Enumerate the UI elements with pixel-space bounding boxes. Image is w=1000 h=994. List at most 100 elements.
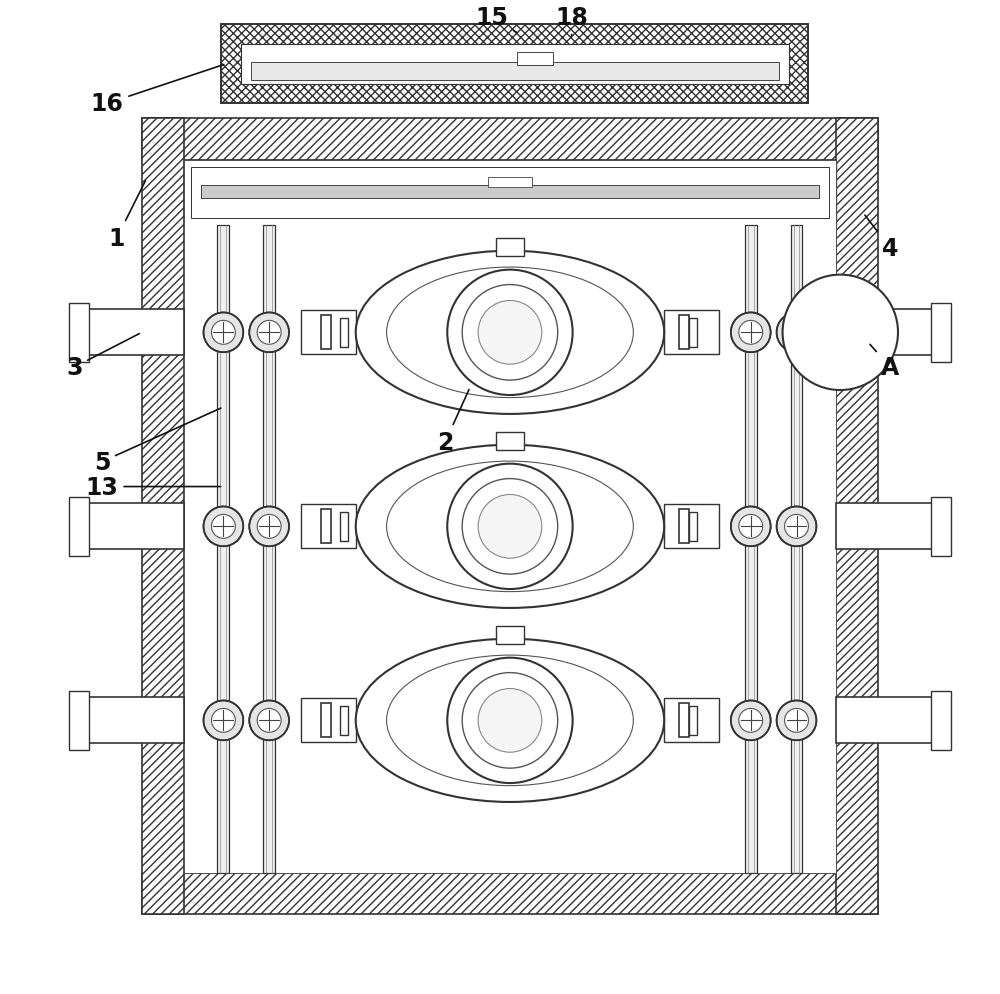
Bar [931, 303, 951, 363]
Bar [689, 319, 697, 347]
Bar [69, 691, 89, 750]
Text: A: A [870, 345, 899, 380]
Bar [488, 178, 532, 188]
Ellipse shape [356, 639, 664, 802]
Bar [836, 504, 933, 550]
Circle shape [783, 275, 898, 391]
Bar [679, 510, 689, 544]
Circle shape [731, 507, 771, 547]
Bar [184, 161, 836, 873]
Bar [340, 707, 348, 735]
Circle shape [211, 515, 235, 539]
Bar [87, 698, 184, 744]
Circle shape [785, 709, 808, 733]
Bar [263, 226, 275, 873]
Circle shape [249, 701, 289, 741]
Bar [142, 873, 878, 914]
Text: 1: 1 [109, 181, 146, 250]
Bar [142, 119, 878, 161]
Circle shape [447, 464, 573, 589]
Bar [301, 505, 356, 549]
Bar [689, 513, 697, 541]
Bar [301, 311, 356, 355]
Circle shape [777, 507, 816, 547]
Circle shape [777, 313, 816, 353]
Circle shape [462, 285, 558, 381]
Text: 4: 4 [865, 216, 898, 260]
Circle shape [731, 313, 771, 353]
Ellipse shape [387, 655, 633, 786]
Text: 2: 2 [437, 391, 469, 454]
Text: 3: 3 [66, 334, 139, 380]
Circle shape [203, 313, 243, 353]
Bar [689, 707, 697, 735]
Bar [87, 310, 184, 356]
Bar [679, 704, 689, 738]
Circle shape [739, 515, 763, 539]
Bar [241, 45, 789, 84]
Text: 18: 18 [555, 6, 588, 37]
Bar [664, 699, 719, 743]
Circle shape [211, 321, 235, 345]
Circle shape [249, 507, 289, 547]
Text: 5: 5 [94, 409, 221, 474]
Bar [321, 316, 331, 350]
Bar [517, 53, 553, 66]
Text: 15: 15 [476, 6, 517, 34]
Bar [191, 168, 829, 219]
Circle shape [777, 701, 816, 741]
Bar [496, 626, 524, 644]
Circle shape [203, 507, 243, 547]
Circle shape [785, 515, 808, 539]
Bar [142, 119, 184, 914]
Circle shape [211, 709, 235, 733]
Circle shape [203, 701, 243, 741]
Bar [931, 691, 951, 750]
Bar [301, 699, 356, 743]
Circle shape [249, 313, 289, 353]
Circle shape [739, 709, 763, 733]
Bar [87, 504, 184, 550]
Text: 13: 13 [86, 475, 221, 499]
Bar [69, 497, 89, 557]
Circle shape [257, 321, 281, 345]
Bar [217, 226, 229, 873]
Circle shape [785, 321, 808, 345]
Bar [69, 303, 89, 363]
Ellipse shape [356, 445, 664, 608]
Bar [836, 119, 878, 914]
Bar [664, 505, 719, 549]
Circle shape [462, 673, 558, 768]
Circle shape [462, 479, 558, 575]
Circle shape [447, 270, 573, 396]
Bar [931, 497, 951, 557]
Bar [836, 310, 933, 356]
Bar [836, 698, 933, 744]
Bar [664, 311, 719, 355]
Bar [340, 319, 348, 347]
Bar [201, 186, 819, 199]
Circle shape [478, 495, 542, 559]
Circle shape [447, 658, 573, 783]
Bar [496, 432, 524, 450]
Bar [679, 316, 689, 350]
Circle shape [478, 301, 542, 365]
Circle shape [478, 689, 542, 752]
Ellipse shape [387, 461, 633, 592]
Bar [321, 704, 331, 738]
Bar [791, 226, 802, 873]
Bar [496, 239, 524, 256]
Circle shape [257, 515, 281, 539]
Bar [221, 25, 808, 104]
Circle shape [257, 709, 281, 733]
Text: 16: 16 [91, 66, 224, 116]
Circle shape [731, 701, 771, 741]
Bar [340, 513, 348, 541]
Bar [321, 510, 331, 544]
Bar [745, 226, 757, 873]
Ellipse shape [356, 251, 664, 414]
Ellipse shape [387, 267, 633, 399]
Circle shape [739, 321, 763, 345]
Bar [251, 63, 779, 81]
Bar [184, 161, 836, 226]
